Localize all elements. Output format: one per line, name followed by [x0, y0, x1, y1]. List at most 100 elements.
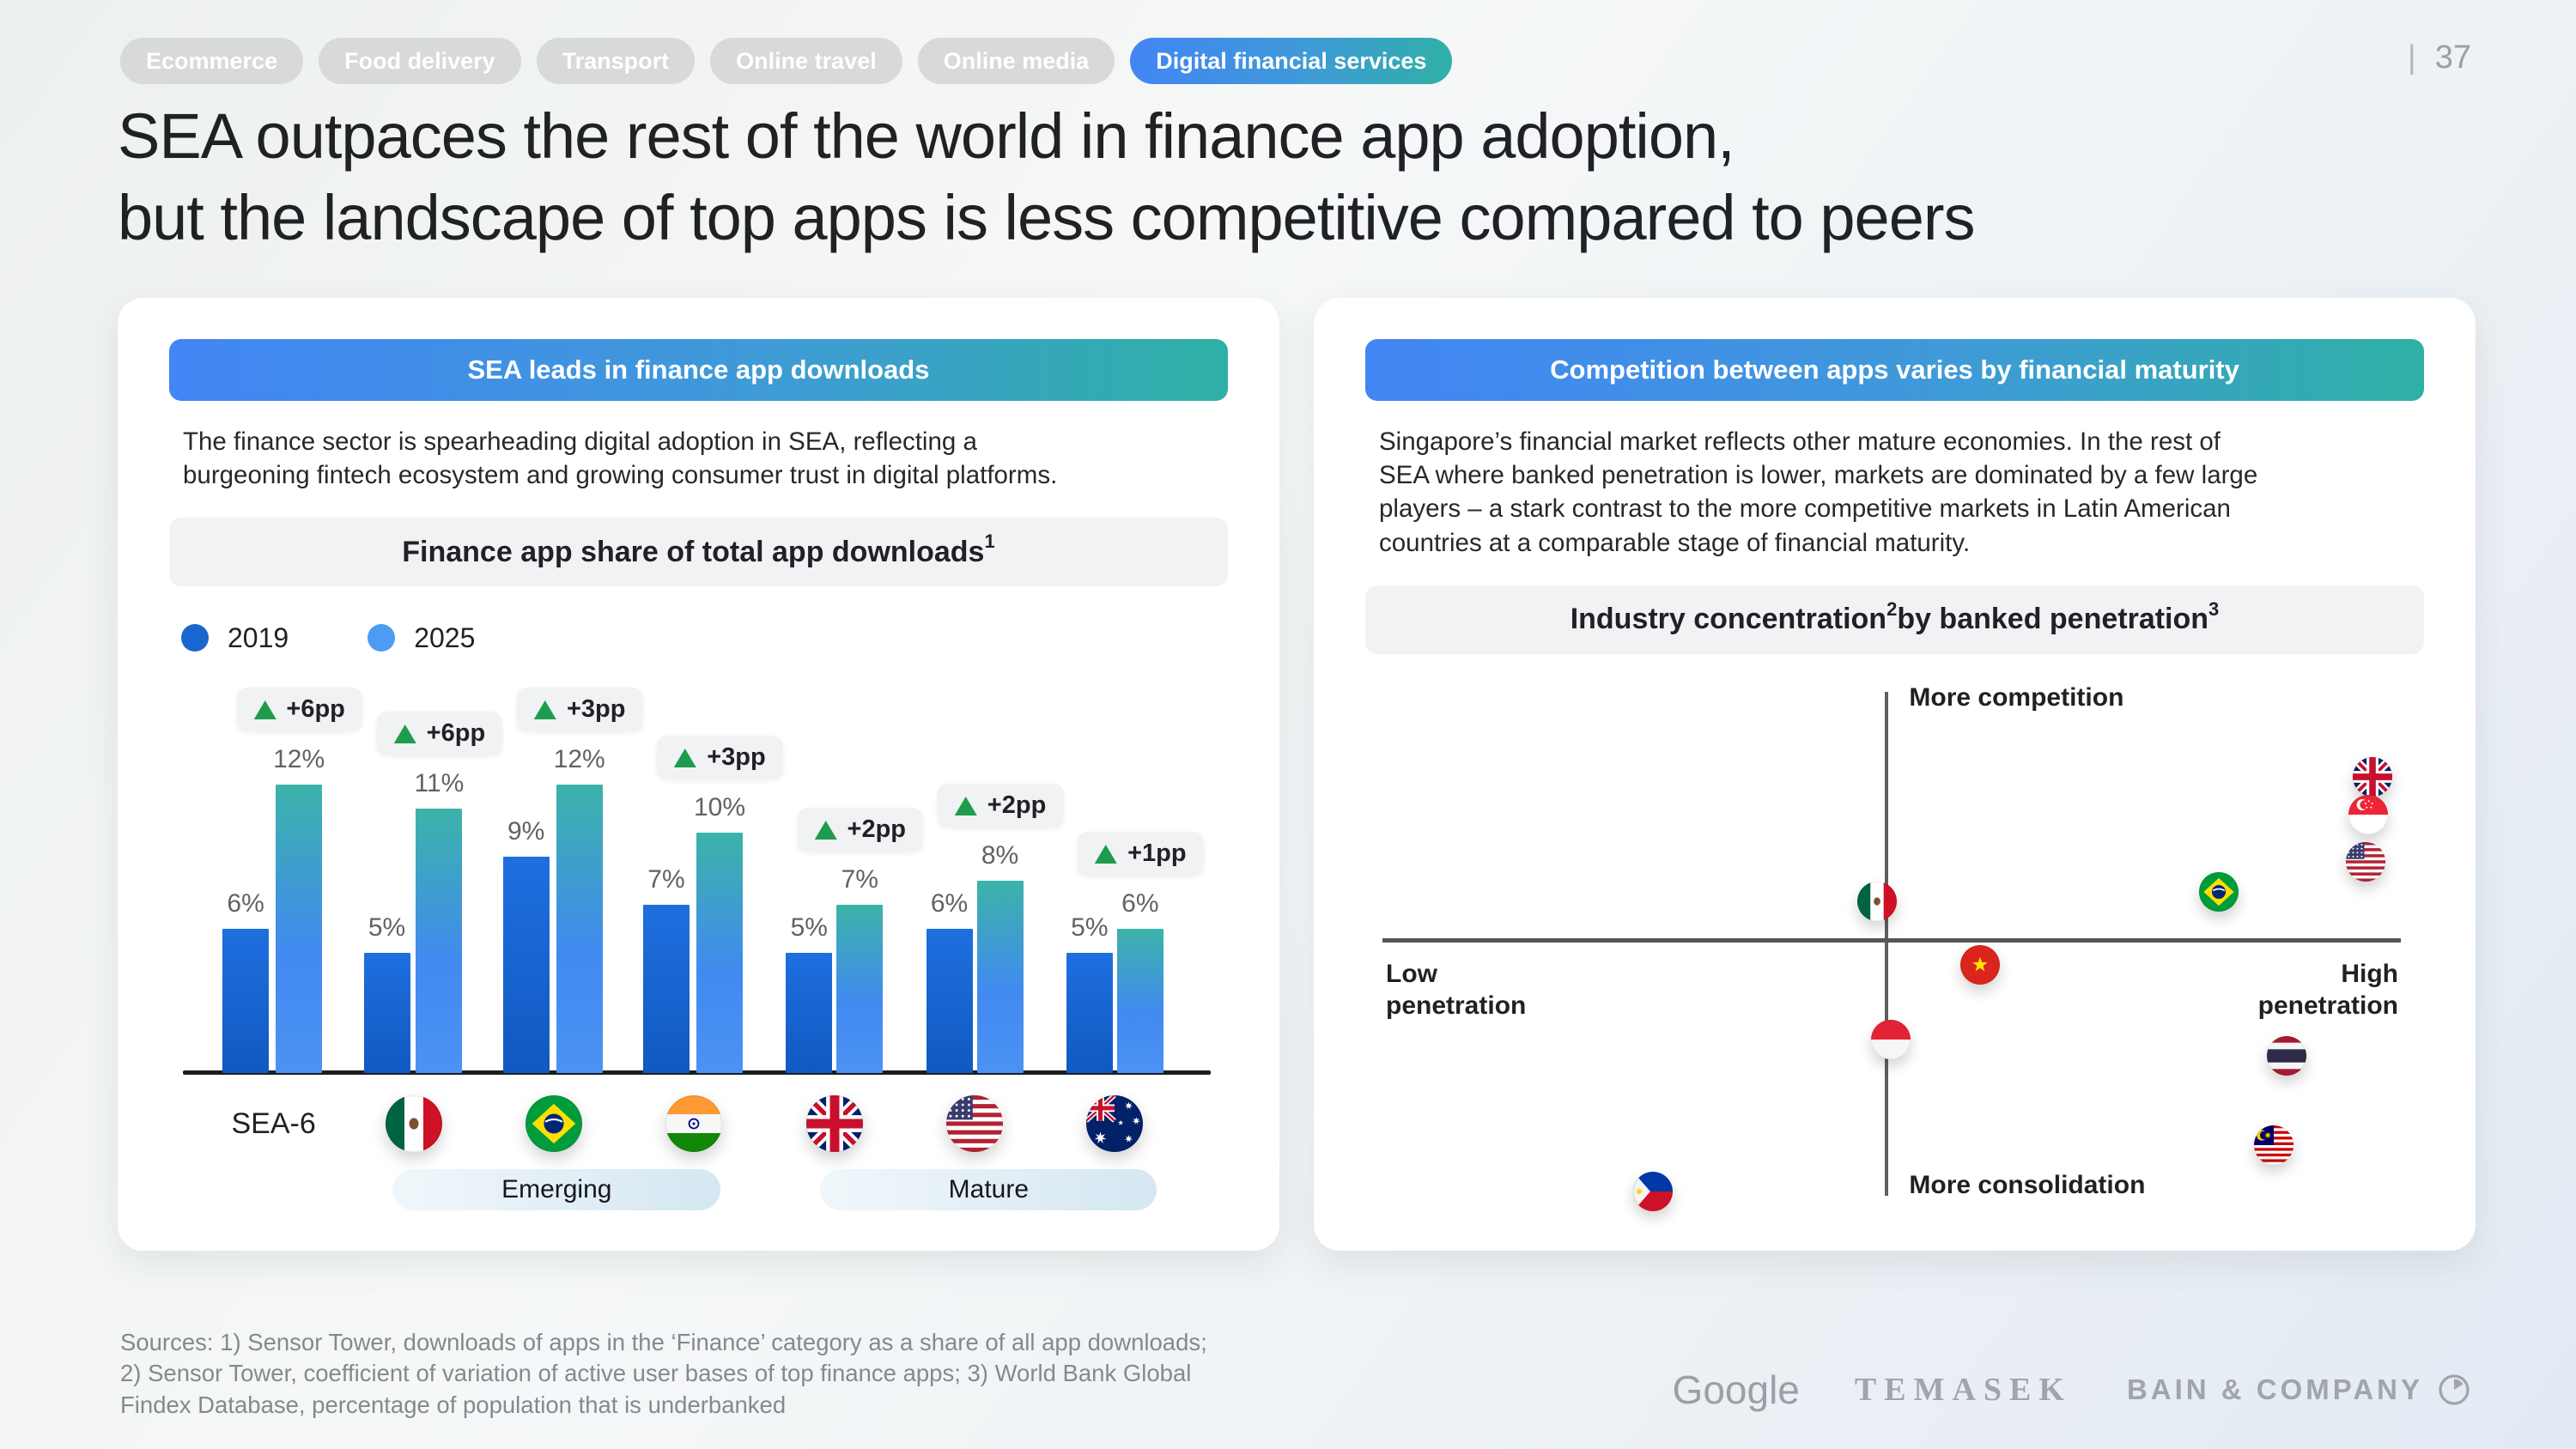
sources-note: Sources: 1) Sensor Tower, downloads of a… [120, 1328, 1207, 1419]
bar-chart-legend: 2019 2025 [169, 621, 1228, 655]
bar-2025 [836, 905, 884, 1074]
bar-2019 [786, 953, 833, 1074]
delta-value: +2pp [847, 815, 907, 844]
bar-2019 [642, 905, 690, 1074]
page-number: | 37 [2408, 39, 2471, 76]
bar-value-label: 6% [1121, 889, 1159, 919]
delta-value: +3pp [566, 695, 626, 724]
scatter-point-flag-vietnam-icon [1960, 944, 2001, 985]
legend-dot-2019 [181, 624, 209, 652]
google-logo: Google [1672, 1367, 1800, 1412]
scatter-chart-title: Industry concentration 2 by banked penetr… [1365, 585, 2424, 654]
bar-column: 7% [642, 865, 690, 1074]
bar-value-label: 8% [981, 841, 1019, 870]
bar-column: 10% [693, 793, 745, 1074]
tab-digital-financial-services[interactable]: Digital financial services [1130, 38, 1453, 84]
bar-column: 6% [222, 889, 270, 1074]
tab-transport[interactable]: Transport [536, 38, 696, 84]
left-card-banner: SEA leads in finance app downloads [169, 339, 1228, 401]
tab-online-media[interactable]: Online media [917, 38, 1115, 84]
scatter-label-more-consolidation: More consolidation [1909, 1171, 2146, 1200]
content-cards: SEA leads in finance app downloads The f… [118, 298, 2476, 1251]
scatter-point-flag-mexico-icon [1856, 881, 1897, 921]
flag-united-kingdom-icon [805, 1095, 863, 1153]
scatter-x-axis-line [1382, 937, 2401, 943]
bar-2025 [976, 881, 1024, 1074]
scatter-point-flag-indonesia-icon [1870, 1019, 1911, 1059]
bar-value-label: 7% [841, 865, 878, 894]
up-triangle-icon [954, 796, 977, 815]
bain-company-wordmark: BAIN & COMPANY [2126, 1373, 2423, 1405]
scatter-plot: More competition More consolidation Low … [1365, 682, 2424, 1214]
flag-india-icon [665, 1095, 723, 1153]
scatter-point-flag-united-kingdom-icon [2352, 757, 2392, 797]
legend-item-2025: 2025 [368, 622, 475, 654]
tab-food-delivery[interactable]: Food delivery [319, 38, 521, 84]
bar-column: 6% [1116, 889, 1163, 1074]
bar-column: 12% [273, 745, 325, 1074]
legend-label: 2019 [228, 621, 289, 653]
bar-group-australia: 5% 6% +1pp [1045, 655, 1204, 1074]
bar-2025 [416, 809, 463, 1074]
bar-column: 5% [1066, 913, 1113, 1074]
bar-chart-title-text: Finance app share of total app downloads [402, 535, 985, 568]
bar-group-sea-6: 6% 12% +6pp [204, 655, 362, 1074]
bar-2019 [1066, 953, 1113, 1074]
x-axis-item-brazil [484, 1095, 624, 1153]
up-triangle-icon [674, 748, 697, 767]
x-axis-item-mexico [343, 1095, 483, 1153]
tab-ecommerce[interactable]: Ecommerce [120, 38, 304, 84]
legend-item-2019: 2019 [181, 622, 289, 654]
delta-value: +6pp [426, 719, 486, 748]
bar-chart-title: Finance app share of total app downloads… [169, 518, 1228, 587]
tab-online-travel[interactable]: Online travel [710, 38, 902, 84]
up-triangle-icon [814, 820, 837, 840]
x-axis-text-label: SEA-6 [231, 1106, 316, 1140]
legend-dot-2025 [368, 624, 396, 652]
up-triangle-icon [393, 724, 416, 743]
bar-plot: 6% 12% +6pp 5% 11% +6pp 9% 12% +3pp 7% 10% +3pp 5% 7%… [169, 655, 1228, 1076]
bar-2025 [556, 785, 603, 1074]
scatter-point-flag-singapore-icon [2348, 794, 2388, 834]
category-tabs: Ecommerce Food delivery Transport Online tr… [120, 38, 1453, 84]
legend-label: 2025 [414, 621, 476, 653]
bar-value-label: 12% [553, 745, 605, 774]
maturity-bands: Emerging Mature [169, 1169, 1228, 1211]
left-card-description: The finance sector is spearheading digit… [183, 427, 1058, 490]
scatter-point-flag-malaysia-icon [2253, 1125, 2293, 1165]
scatter-title-part2: by banked penetration [1897, 603, 2209, 636]
bar-x-axis-labels: SEA-6 [169, 1095, 1228, 1153]
page-title: SEA outpaces the rest of the world in fi… [118, 100, 1976, 253]
bar-value-label: 6% [930, 889, 969, 919]
bar-group-brazil: 9% 12% +3pp [484, 655, 643, 1074]
bar-column: 5% [786, 913, 833, 1074]
bar-column: 5% [363, 913, 410, 1074]
bar-2019 [222, 929, 270, 1074]
bar-column: 8% [976, 841, 1024, 1074]
delta-badge: +3pp [657, 736, 783, 780]
bar-2019 [502, 857, 550, 1074]
delta-badge: +2pp [937, 784, 1064, 828]
scatter-point-flag-brazil-icon [2198, 871, 2239, 912]
bain-compass-icon [2439, 1374, 2470, 1405]
scatter-label-low-penetration: Low penetration [1386, 959, 1527, 1021]
delta-badge: +3pp [516, 688, 643, 732]
bain-company-logo: BAIN & COMPANY [2127, 1373, 2471, 1407]
scatter-label-high-penetration: High penetration [2257, 959, 2398, 1021]
scatter-y-axis-line [1885, 691, 1889, 1196]
x-axis-item-united-kingdom [764, 1095, 904, 1153]
bar-value-label: 5% [790, 913, 828, 943]
page-number-value: 37 [2434, 39, 2471, 76]
scatter-point-flag-united-states-icon [2346, 841, 2386, 882]
up-triangle-icon [533, 700, 556, 719]
scatter-label-more-competition: More competition [1909, 682, 2124, 712]
delta-badge: +6pp [376, 712, 503, 756]
bar-value-label: 10% [693, 793, 745, 822]
bar-value-label: 9% [507, 817, 545, 846]
flag-mexico-icon [385, 1095, 442, 1153]
bar-value-label: 7% [647, 865, 685, 894]
bar-column: 7% [836, 865, 884, 1074]
bar-group-united-states: 6% 8% +2pp [904, 655, 1064, 1074]
bar-column: 12% [553, 745, 605, 1074]
delta-value: +1pp [1127, 840, 1187, 868]
